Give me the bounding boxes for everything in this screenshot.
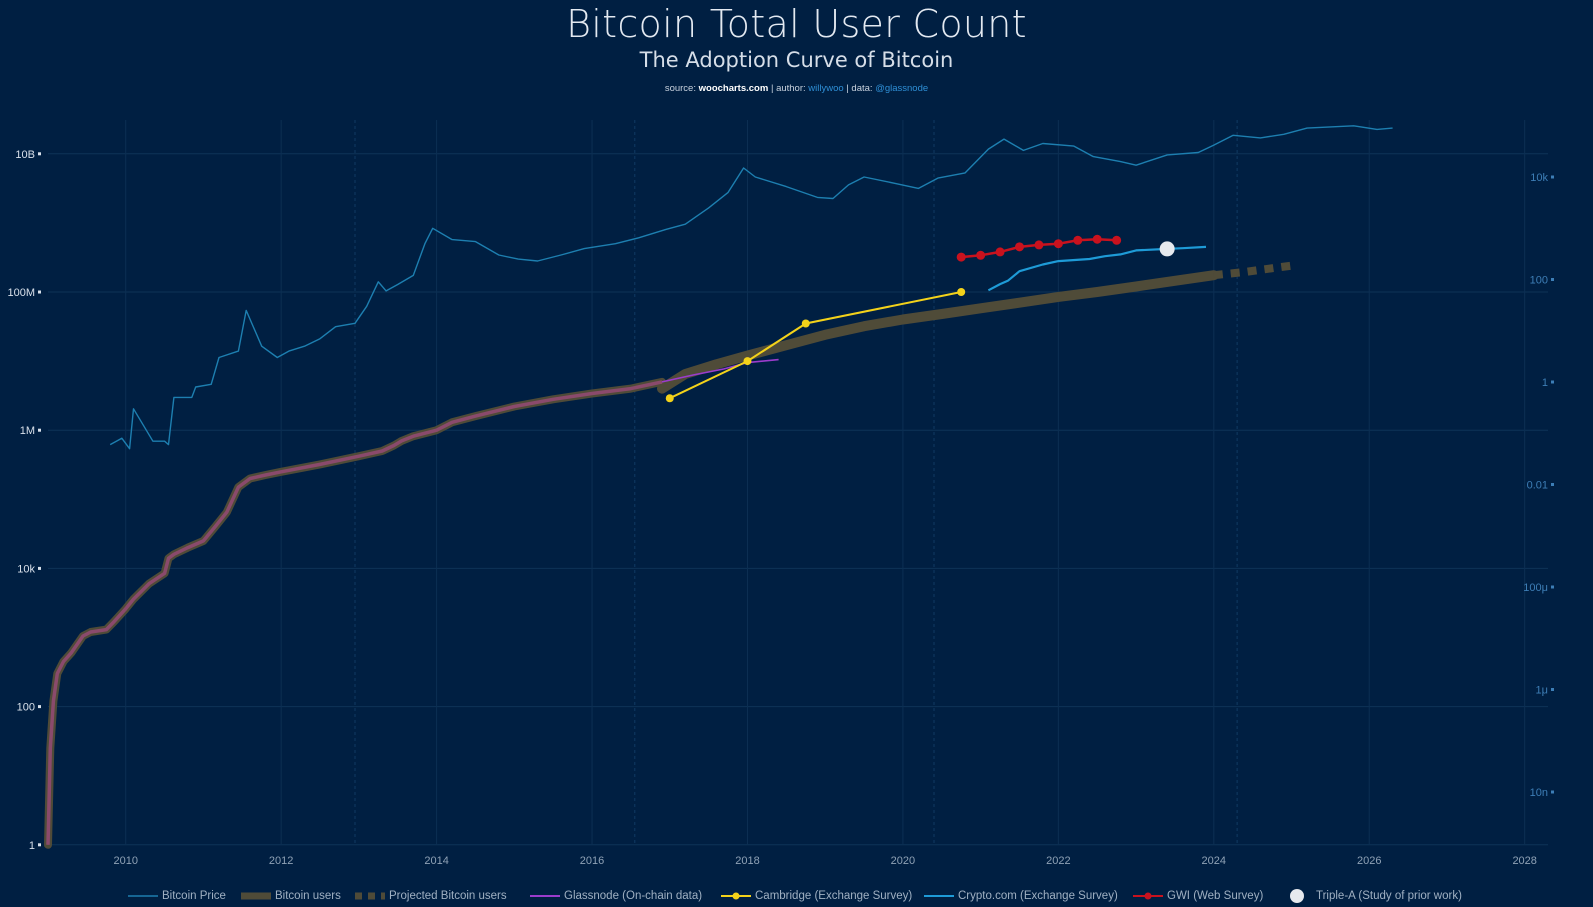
series-glassnode bbox=[661, 358, 779, 383]
legend: Bitcoin Price Bitcoin users Projected Bitc… bbox=[0, 888, 1593, 904]
y-left-tick-mark bbox=[38, 843, 41, 847]
y-left-tick-label: 10k bbox=[17, 563, 35, 575]
legend-symbol bbox=[721, 892, 751, 900]
legend-label: Crypto.com (Exchange Survey) bbox=[958, 890, 1118, 902]
x-tick-label: 2026 bbox=[1357, 855, 1381, 867]
y-left-tick-label: 100 bbox=[17, 702, 35, 714]
legend-item-users[interactable]: Bitcoin users bbox=[241, 888, 341, 904]
legend-item-glassnode[interactable]: Glassnode (On-chain data) bbox=[530, 888, 702, 904]
y-left-tick-label: 10B bbox=[15, 149, 35, 161]
gwi-point bbox=[1112, 235, 1122, 245]
cambridge-point bbox=[801, 319, 810, 328]
legend-label: Bitcoin Price bbox=[162, 890, 226, 902]
legend-label: Bitcoin users bbox=[275, 890, 341, 902]
author-link[interactable]: willywoo bbox=[808, 83, 844, 94]
series-onchain-users bbox=[46, 380, 663, 845]
gwi-point bbox=[995, 247, 1005, 257]
gwi-point bbox=[1053, 239, 1063, 249]
legend-symbol bbox=[128, 895, 158, 897]
legend-label: GWI (Web Survey) bbox=[1167, 890, 1264, 902]
y-right-tick-mark bbox=[1551, 175, 1554, 179]
y-left-tick-mark bbox=[38, 705, 41, 709]
x-tick-label: 2028 bbox=[1512, 855, 1536, 867]
x-tick-label: 2016 bbox=[580, 855, 604, 867]
x-tick-label: 2012 bbox=[269, 855, 293, 867]
source-link[interactable]: woocharts.com bbox=[698, 83, 769, 94]
y-right-tick-mark bbox=[1551, 790, 1554, 794]
y-right-tick-mark bbox=[1551, 585, 1554, 589]
source-label: source: bbox=[664, 83, 696, 94]
y-right-tick-mark bbox=[1551, 278, 1554, 281]
legend-label: Glassnode (On-chain data) bbox=[564, 890, 703, 902]
y-right-tick-label: 10n bbox=[1530, 787, 1548, 799]
x-tick-label: 2018 bbox=[735, 855, 759, 867]
y-left-tick-mark bbox=[38, 428, 41, 432]
legend-item-gwi[interactable]: GWI (Web Survey) bbox=[1133, 888, 1263, 904]
cambridge-point bbox=[957, 288, 966, 296]
author-label: author: bbox=[776, 83, 806, 94]
data-label: data: bbox=[851, 83, 873, 94]
y-left-tick-mark bbox=[38, 152, 41, 156]
gwi-point bbox=[956, 252, 966, 262]
y-left-tick-label: 1 bbox=[29, 840, 35, 852]
x-tick-label: 2020 bbox=[891, 855, 915, 867]
series-bitcoin-users bbox=[657, 270, 1219, 394]
legend-symbol bbox=[355, 892, 385, 900]
chart-title: Bitcoin Total User Count bbox=[566, 2, 1027, 46]
x-tick-label: 2010 bbox=[113, 855, 137, 867]
y-right-tick-mark bbox=[1551, 688, 1554, 691]
y-right-tick-label: 10k bbox=[1530, 172, 1548, 184]
y-right-tick-label: 0.01 bbox=[1527, 480, 1548, 492]
chart-credits: source: woocharts.com | author: willywoo… bbox=[0, 83, 1593, 94]
legend-label: Projected Bitcoin users bbox=[389, 890, 507, 902]
legend-symbol bbox=[924, 895, 954, 897]
plot-area: 1 100 10k 1M 100M 10B 2010 2012 2014 2016 2018 2020… bbox=[7, 120, 1554, 867]
legend-item-triplea[interactable]: Triple-A (Study of prior work) bbox=[1282, 888, 1462, 904]
y-right-tick-label: 1 bbox=[1542, 377, 1548, 389]
legend-label: Triple-A (Study of prior work) bbox=[1316, 890, 1462, 902]
legend-symbol bbox=[1133, 892, 1163, 900]
series-projected-users bbox=[1213, 261, 1293, 280]
legend-label: Cambridge (Exchange Survey) bbox=[755, 890, 913, 902]
y-left-tick-mark bbox=[38, 566, 41, 570]
y-right-tick-mark bbox=[1551, 380, 1554, 384]
data-link[interactable]: @glassnode bbox=[875, 83, 929, 94]
y-right-tick-label: 1μ bbox=[1536, 685, 1548, 697]
x-tick-label: 2024 bbox=[1202, 855, 1226, 867]
legend-item-cryptocom[interactable]: Crypto.com (Exchange Survey) bbox=[924, 888, 1118, 904]
legend-item-price[interactable]: Bitcoin Price bbox=[128, 888, 226, 904]
y-right-tick-mark bbox=[1551, 483, 1554, 486]
gwi-point bbox=[1034, 240, 1044, 250]
credits-sep: | bbox=[770, 83, 774, 94]
gwi-point bbox=[1015, 242, 1025, 252]
series-cambridge bbox=[669, 291, 962, 400]
x-tick-label: 2014 bbox=[424, 855, 448, 867]
y-right-tick-label: 100 bbox=[1530, 275, 1548, 287]
x-tick-label: 2022 bbox=[1046, 855, 1070, 867]
y-left-tick-label: 1M bbox=[20, 425, 35, 437]
chart-subtitle: The Adoption Curve of Bitcoin bbox=[639, 48, 954, 72]
gwi-point bbox=[1073, 235, 1083, 245]
cambridge-point bbox=[665, 394, 674, 403]
legend-item-cambridge[interactable]: Cambridge (Exchange Survey) bbox=[721, 888, 912, 904]
triplea-point bbox=[1159, 241, 1175, 257]
y-right-tick-label: 100μ bbox=[1523, 582, 1548, 594]
y-left-tick-mark bbox=[38, 290, 41, 294]
legend-symbol bbox=[241, 892, 271, 900]
series-bitcoin-price bbox=[109, 125, 1393, 450]
legend-symbol bbox=[530, 895, 560, 897]
legend-symbol bbox=[1290, 889, 1304, 903]
cambridge-point bbox=[743, 357, 752, 366]
gwi-point bbox=[976, 250, 986, 260]
legend-item-users_projected[interactable]: Projected Bitcoin users bbox=[355, 888, 507, 904]
y-left-tick-label: 100M bbox=[7, 287, 35, 299]
gwi-point bbox=[1092, 234, 1102, 244]
credits-sep: | bbox=[846, 83, 849, 94]
